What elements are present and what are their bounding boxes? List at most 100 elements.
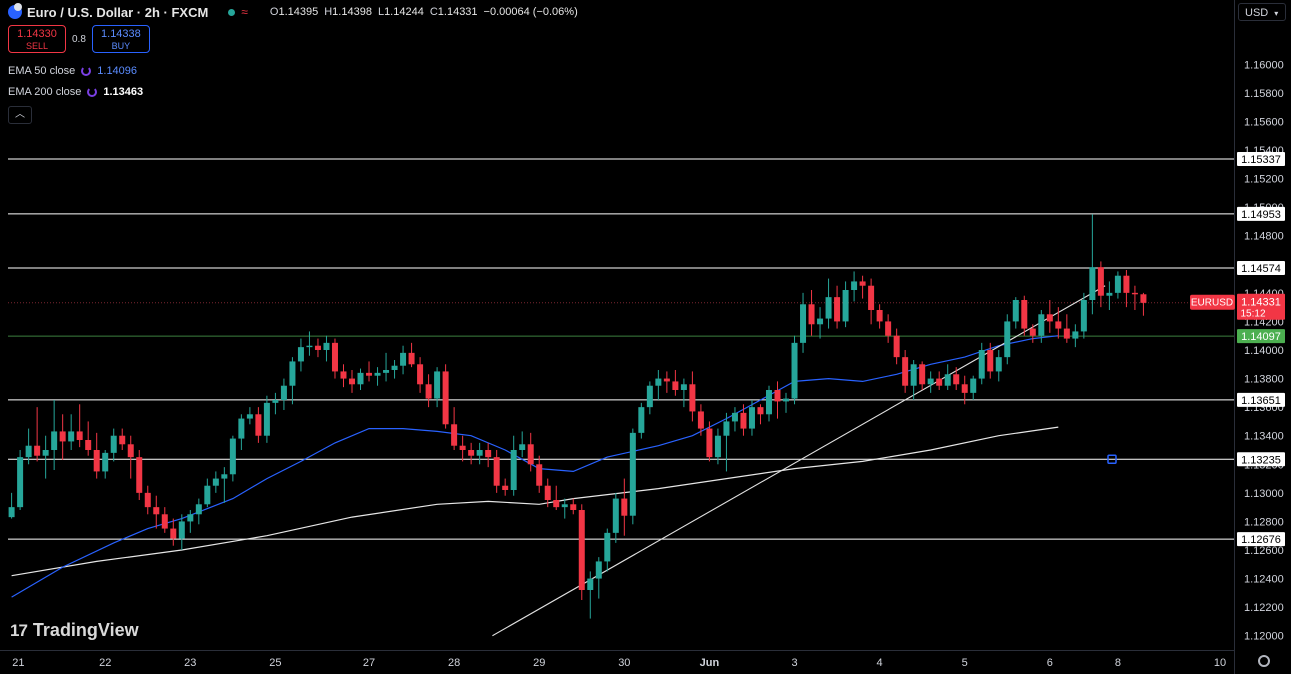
candle: [663, 371, 670, 393]
candle: [221, 467, 228, 503]
level-badge: 1.15337: [1237, 152, 1285, 166]
candle: [680, 378, 687, 408]
candle: [204, 478, 211, 508]
candle-body: [527, 444, 534, 465]
candle-body: [85, 440, 92, 450]
candle: [527, 432, 534, 472]
candle: [76, 404, 83, 448]
candle-body: [774, 390, 781, 402]
sell-button[interactable]: 1.14330 SELL: [8, 25, 66, 53]
candle: [17, 450, 24, 510]
candle: [485, 442, 492, 468]
candle-body: [195, 504, 202, 515]
candle: [953, 367, 960, 390]
drawing-handle[interactable]: [1107, 454, 1117, 465]
candle-body: [902, 357, 909, 386]
candle-body: [953, 374, 960, 385]
candle: [51, 400, 58, 470]
time-tick-label: 27: [363, 657, 375, 669]
candle-body: [1089, 267, 1096, 300]
indicator-ema50[interactable]: EMA 50 close 1.14096: [8, 65, 137, 77]
candle-body: [144, 492, 151, 508]
candle: [808, 290, 815, 336]
candle: [689, 371, 696, 422]
candle: [8, 492, 15, 519]
time-tick-label: 28: [448, 657, 460, 669]
candle: [34, 407, 41, 462]
candle-body: [1131, 292, 1138, 295]
candle-body: [255, 414, 262, 436]
candle: [1089, 214, 1096, 315]
price-tick-label: 1.14800: [1244, 231, 1284, 243]
buy-button[interactable]: 1.14338 BUY: [91, 25, 150, 53]
gear-icon[interactable]: [1258, 655, 1270, 667]
refresh-icon[interactable]: [87, 87, 98, 97]
candle-body: [340, 371, 347, 379]
candle-body: [1123, 275, 1130, 293]
market-open-icon: [228, 8, 236, 16]
candle: [748, 400, 755, 436]
indicator-ema200[interactable]: EMA 200 close 1.13463: [8, 86, 143, 98]
candle-body: [391, 365, 398, 370]
candle-body: [451, 424, 458, 446]
refresh-icon[interactable]: [81, 66, 92, 76]
candle: [442, 364, 449, 429]
candle: [859, 275, 866, 299]
candle: [774, 381, 781, 419]
candle: [851, 271, 858, 302]
candle: [936, 371, 943, 390]
low-value: 1.14244: [384, 6, 424, 18]
candle-body: [1063, 328, 1070, 339]
ema200-label: EMA 200 close: [8, 86, 82, 98]
candle-body: [17, 457, 24, 508]
sell-label: SELL: [25, 41, 49, 51]
time-tick-label: Jun: [700, 657, 720, 669]
candle-body: [59, 431, 66, 442]
candle: [161, 507, 168, 533]
candle-body: [927, 378, 934, 385]
candle-body: [246, 414, 253, 419]
time-tick-label: 23: [184, 657, 196, 669]
candle-body: [493, 457, 500, 486]
symbol-title[interactable]: Euro / U.S. Dollar · 2h · FXCM: [27, 4, 209, 20]
candle: [153, 495, 160, 529]
time-tick-label: 6: [1047, 657, 1053, 669]
candle-body: [204, 485, 211, 505]
time-tick-label: 22: [99, 657, 111, 669]
candle: [536, 455, 543, 493]
candle-body: [783, 398, 790, 402]
trendline-segment: [492, 285, 1106, 637]
candle: [961, 375, 968, 405]
time-tick-label: 4: [877, 657, 883, 669]
price-tick-label: 1.14000: [1244, 345, 1284, 357]
candle: [604, 528, 611, 572]
candle-body: [1114, 275, 1121, 293]
candle-body: [570, 504, 577, 510]
candle-body: [731, 412, 738, 422]
candle: [1140, 292, 1147, 316]
candle-body: [229, 438, 236, 475]
candle: [919, 361, 926, 390]
candle: [519, 431, 526, 458]
candle: [638, 402, 645, 439]
candle: [331, 338, 338, 379]
collapse-indicators-button[interactable]: ︿: [8, 106, 32, 124]
candle-body: [987, 350, 994, 372]
ema50-value: 1.14096: [97, 65, 138, 77]
buy-label: BUY: [111, 41, 131, 51]
candle-body: [944, 374, 951, 386]
candle-body: [893, 335, 900, 358]
candle-body: [1106, 292, 1113, 296]
candle-body: [127, 444, 134, 458]
candle-body: [800, 304, 807, 343]
candle-body: [34, 445, 41, 456]
candle: [510, 435, 517, 496]
candle-body: [331, 342, 338, 372]
candle: [876, 304, 883, 329]
currency-selector[interactable]: USD ▾: [1238, 3, 1286, 21]
candle: [672, 370, 679, 396]
candle-body: [808, 304, 815, 325]
price-tick-label: 1.13800: [1244, 374, 1284, 386]
candle-body: [442, 371, 449, 425]
